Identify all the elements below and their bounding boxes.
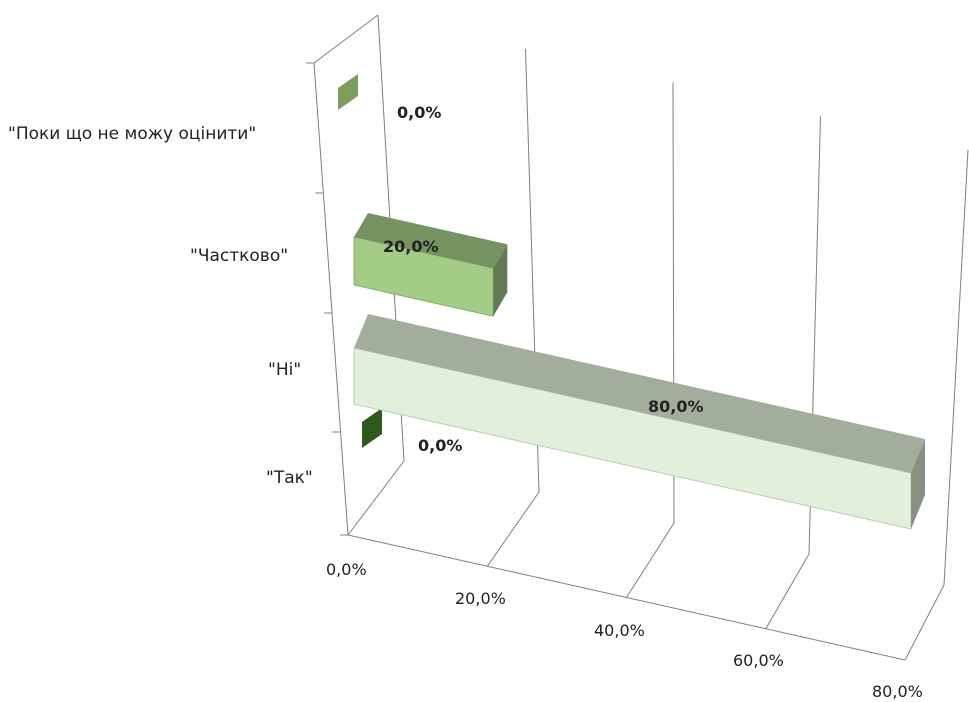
data-label: 20,0% bbox=[383, 237, 439, 256]
floor-edge bbox=[347, 534, 906, 661]
gridline bbox=[486, 48, 540, 567]
bar-zero bbox=[338, 74, 358, 110]
bars bbox=[338, 74, 925, 530]
category-label: "Так" bbox=[266, 468, 313, 488]
bar-end bbox=[493, 244, 508, 317]
labels: 0,0% 20,0% 40,0% 60,0% 80,0% "Так" 0,0% "Ні" 80,… bbox=[8, 103, 923, 701]
category-label: "Частково" bbox=[190, 246, 288, 266]
data-label: 80,0% bbox=[648, 397, 704, 416]
x-tick-label: 0,0% bbox=[326, 560, 367, 579]
x-tick-label: 60,0% bbox=[733, 651, 784, 670]
category-label: "Поки що не можу оцінити" bbox=[8, 124, 256, 144]
gridline bbox=[626, 82, 675, 598]
x-tick-label: 80,0% bbox=[872, 682, 923, 701]
gridlines bbox=[306, 14, 969, 661]
gridline bbox=[904, 149, 969, 661]
bar-top bbox=[354, 314, 925, 473]
bar-zero bbox=[362, 408, 382, 448]
x-tick-label: 20,0% bbox=[455, 589, 506, 608]
bar-top bbox=[354, 213, 508, 269]
bar-end bbox=[911, 439, 925, 529]
gridline bbox=[347, 14, 405, 536]
data-label: 0,0% bbox=[418, 436, 462, 455]
category-label: "Ні" bbox=[268, 360, 301, 380]
data-label: 0,0% bbox=[397, 103, 441, 122]
gridline bbox=[765, 116, 821, 630]
x-tick-label: 40,0% bbox=[594, 621, 645, 640]
